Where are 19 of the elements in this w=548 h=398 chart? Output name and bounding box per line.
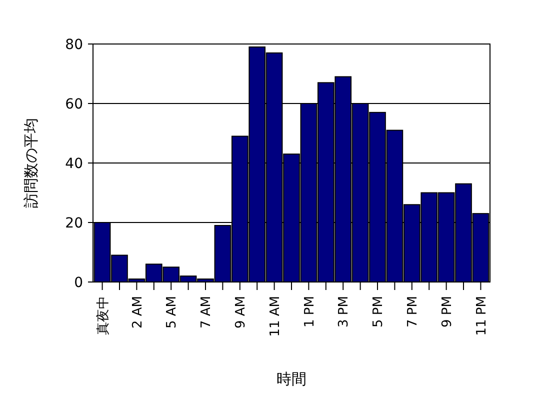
y-tick-label: 40: [65, 156, 83, 172]
x-tick-label: 3 PM: [336, 296, 352, 328]
y-tick-label: 80: [65, 36, 83, 53]
y-tick-label: 0: [74, 274, 83, 291]
x-tick-label: 5 PM: [371, 296, 386, 328]
y-tick-label: 20: [65, 215, 83, 232]
x-tick-label: 5 AM: [164, 296, 180, 329]
x-tick-label: 1 PM: [302, 296, 318, 328]
x-tick-label: 2 AM: [130, 296, 146, 329]
x-tick-label: 9 PM: [440, 296, 455, 328]
x-tick-label: 11 AM: [268, 296, 283, 337]
x-tick-label: 9 AM: [233, 296, 248, 329]
y-axis-title: 訪問数の平均: [22, 118, 40, 208]
x-tick-label: 7 AM: [199, 296, 214, 329]
x-axis-title: 時間: [276, 370, 306, 388]
x-tick-label: 11 PM: [474, 296, 490, 336]
x-tick-label: 真夜中: [94, 296, 111, 335]
x-tick-label: 7 PM: [405, 296, 420, 328]
y-tick-label: 60: [65, 96, 83, 112]
